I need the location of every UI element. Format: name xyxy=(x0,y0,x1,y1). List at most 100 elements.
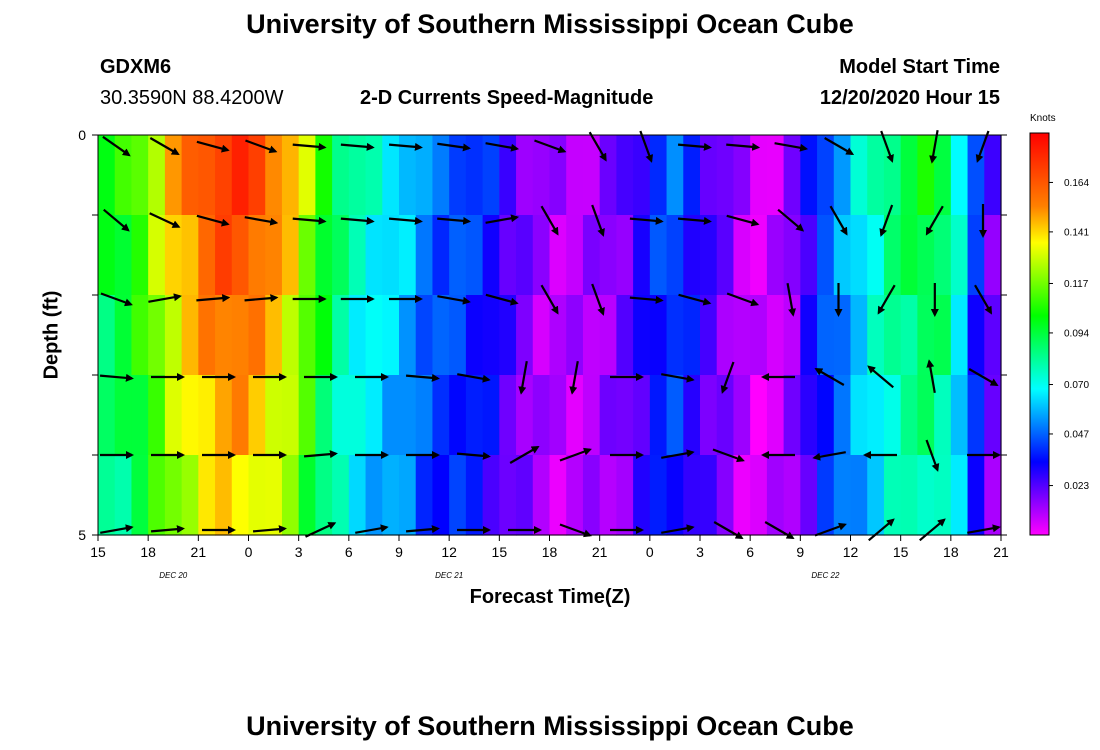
heatmap-cell xyxy=(499,455,517,536)
heatmap-cell xyxy=(850,215,868,296)
colorbar-unit: Knots xyxy=(1030,113,1056,124)
colorbar-tick-label: 0.164 xyxy=(1064,178,1089,189)
heatmap-cell xyxy=(532,455,551,536)
heatmap-cell xyxy=(265,135,283,216)
heatmap-cell xyxy=(248,375,266,456)
current-vector-arrow xyxy=(677,142,712,151)
heatmap-cell xyxy=(198,295,216,376)
heatmap-cell xyxy=(950,135,969,216)
colorbar-tick-label: 0.117 xyxy=(1064,279,1089,290)
current-vector-arrow xyxy=(880,130,894,163)
heatmap-cell xyxy=(181,455,199,536)
heatmap-cell xyxy=(248,295,266,376)
current-vector-arrow xyxy=(485,142,520,152)
heatmap-cell xyxy=(700,135,718,216)
heatmap-cell xyxy=(432,375,450,456)
current-vector-arrow xyxy=(967,524,1001,534)
heatmap-cell xyxy=(382,215,400,296)
current-vector-arrow xyxy=(292,142,327,151)
current-vector-arrow xyxy=(629,295,664,304)
heatmap-cell xyxy=(265,295,283,376)
current-vector-arrow xyxy=(388,216,423,225)
current-vector-arrow xyxy=(456,451,491,460)
heatmap-cell xyxy=(967,455,985,536)
heatmap-cell xyxy=(766,135,785,216)
current-vector-arrow xyxy=(437,295,471,305)
heatmap-cell xyxy=(783,295,801,376)
heatmap-cell xyxy=(934,135,952,216)
heatmap-cell xyxy=(783,455,801,536)
heatmap-cell xyxy=(98,135,116,216)
current-vector-arrow xyxy=(509,445,540,464)
heatmap-cell xyxy=(348,215,367,296)
heatmap-cell xyxy=(683,215,701,296)
heatmap-cell xyxy=(215,295,233,376)
heatmap-cell xyxy=(700,215,718,296)
heatmap-cell xyxy=(616,375,634,456)
heatmap-cell xyxy=(415,135,434,216)
heatmap-cell xyxy=(382,375,400,456)
current-vector-arrow xyxy=(867,365,894,389)
heatmap-cell xyxy=(833,135,852,216)
x-tick-label: 9 xyxy=(395,544,403,560)
heatmap-cell xyxy=(850,295,868,376)
heatmap-cell xyxy=(700,295,718,376)
heatmap-cell xyxy=(649,375,668,456)
heatmap-cell xyxy=(465,215,484,296)
heatmap-cell xyxy=(399,215,417,296)
heatmap-cell xyxy=(365,455,383,536)
heatmap-cell xyxy=(332,295,350,376)
heatmap-cell xyxy=(984,215,1002,296)
current-vector-arrow xyxy=(829,205,848,236)
heatmap-cell xyxy=(800,215,818,296)
heatmap-cell xyxy=(582,455,601,536)
heatmap-cell xyxy=(566,295,584,376)
heatmap-cell xyxy=(666,455,684,536)
heatmap-cell xyxy=(114,375,133,456)
heatmap-cell xyxy=(984,295,1002,376)
heatmap-cell xyxy=(917,135,935,216)
heatmap-cell xyxy=(449,215,467,296)
heatmap-cell xyxy=(666,215,684,296)
heatmap-cell xyxy=(716,135,735,216)
heatmap-cell xyxy=(231,295,250,376)
current-vector-arrow xyxy=(534,139,567,154)
heatmap-cell xyxy=(716,295,735,376)
heatmap-cell xyxy=(750,375,768,456)
current-vector-arrow xyxy=(661,449,695,459)
heatmap-cell xyxy=(633,375,651,456)
heatmap-cell xyxy=(683,135,701,216)
heatmap-cell xyxy=(917,215,935,296)
heatmap-cell xyxy=(833,455,852,536)
heatmap-cell xyxy=(800,455,818,536)
heatmap-cell xyxy=(967,295,985,376)
heatmap-cell xyxy=(449,455,467,536)
current-vector-arrow xyxy=(340,142,375,151)
current-vector-arrow xyxy=(925,439,940,472)
heatmap-cell xyxy=(683,295,701,376)
heatmap-cell xyxy=(883,295,902,376)
heatmap-cell xyxy=(883,455,902,536)
heatmap-cell xyxy=(399,295,417,376)
x-tick-label: 12 xyxy=(843,544,859,560)
heatmap-cell xyxy=(198,455,216,536)
current-vector-arrow xyxy=(726,142,761,151)
heatmap-cell xyxy=(198,215,216,296)
heatmap-cell xyxy=(733,295,751,376)
heatmap-cell xyxy=(315,215,333,296)
heatmap-cell xyxy=(733,455,751,536)
heatmap-cell xyxy=(900,375,918,456)
heatmap-cell xyxy=(917,455,935,536)
heatmap-cell xyxy=(348,295,367,376)
heatmap-cell xyxy=(148,295,166,376)
current-vector-arrow xyxy=(518,361,528,395)
x-tick-label: 3 xyxy=(295,544,303,560)
current-vector-arrow xyxy=(405,373,440,382)
current-vector-arrow xyxy=(868,518,895,542)
heatmap-cell xyxy=(432,455,450,536)
heatmap-cell xyxy=(281,375,300,456)
heatmap-cell xyxy=(900,295,918,376)
heatmap-cell xyxy=(649,295,668,376)
heatmap-cell xyxy=(649,455,668,536)
x-tick-label: 6 xyxy=(345,544,353,560)
